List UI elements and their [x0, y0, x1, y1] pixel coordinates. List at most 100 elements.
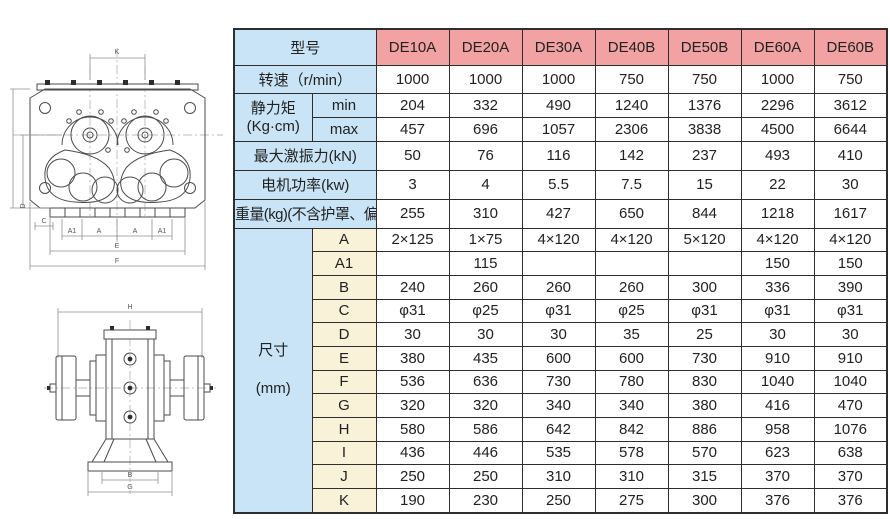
dim-cell [375, 251, 450, 276]
torque-max-cell: 696 [448, 117, 523, 142]
dim-cell: 910 [740, 345, 815, 371]
dim-cell: 336 [740, 274, 815, 300]
header-row: 型号 DE10A DE20A DE30A DE40B DE50B DE60A D… [233, 28, 888, 66]
dim-cell: 275 [594, 487, 669, 514]
dim-label-a-right: A [133, 228, 138, 235]
dim-cell: 830 [667, 369, 742, 395]
dims-group-line1: 尺寸 [258, 341, 289, 359]
dim-cell: 470 [813, 393, 888, 418]
dim-cell: 380 [667, 393, 742, 418]
weight-cell: 1218 [740, 198, 815, 229]
force-row: 最大激振力(kN) 50 76 116 142 237 493 410 [233, 140, 888, 171]
dim-cell: 190 [375, 487, 450, 514]
dim-label-h: H [127, 304, 132, 311]
dim-row-h: H 580 586 642 842 886 958 1076 [234, 416, 888, 442]
dim-cell: 250 [448, 464, 523, 489]
dim-cell: 578 [594, 440, 669, 466]
dim-cell: 536 [375, 369, 450, 395]
dim-label-a-left: A [97, 228, 102, 235]
dim-cell: 250 [521, 487, 596, 514]
dim-cell: 842 [594, 416, 669, 442]
dim-cell: 436 [375, 440, 450, 466]
dim-row-c: C φ31 φ25 φ31 φ25 φ31 φ31 φ31 [234, 298, 888, 324]
model-col-de40b: DE40B [594, 28, 669, 66]
model-col-de60a: DE60A [740, 28, 815, 66]
dim-cell: 4×120 [740, 227, 815, 253]
weight-cell: 255 [375, 198, 450, 229]
dim-letter: D [311, 322, 377, 347]
dim-cell: 340 [594, 393, 669, 418]
dim-cell: 310 [521, 464, 596, 489]
dim-cell: 150 [740, 251, 815, 276]
dim-row-d: D 30 30 30 35 25 30 30 [234, 322, 888, 347]
dim-cell: 580 [375, 416, 450, 442]
dim-label-b: B [128, 472, 133, 479]
dim-cell: 300 [667, 487, 742, 514]
weight-cell: 310 [448, 198, 523, 229]
dim-letter: C [311, 298, 377, 324]
torque-max-cell: 1057 [521, 117, 596, 142]
dims-group-label: 尺寸 (mm) [233, 227, 313, 514]
model-col-de20a: DE20A [448, 28, 523, 66]
power-cell: 5.5 [521, 169, 596, 200]
dim-cell: 30 [448, 322, 523, 347]
dim-cell: 376 [813, 487, 888, 514]
weight-cell: 844 [667, 198, 742, 229]
dim-cell: 240 [375, 274, 450, 300]
dim-cell: 310 [594, 464, 669, 489]
dim-cell: 230 [448, 487, 523, 514]
force-label: 最大激振力(kN) [233, 140, 377, 171]
weight-cell: 1617 [813, 198, 888, 229]
force-cell: 410 [813, 140, 888, 171]
dim-label-d: D [20, 203, 27, 208]
model-col-de10a: DE10A [375, 28, 450, 66]
dim-cell: 638 [813, 440, 888, 466]
torque-min-cell: 490 [521, 93, 596, 119]
torque-max-cell: 4500 [740, 117, 815, 142]
spec-table: 型号 DE10A DE20A DE30A DE40B DE50B DE60A D… [233, 28, 889, 514]
torque-min-cell: 1376 [667, 93, 742, 119]
dim-letter: H [311, 416, 377, 442]
dim-cell: 30 [740, 322, 815, 347]
torque-label-line2: (Kg·cm) [246, 117, 300, 135]
dim-cell: 535 [521, 440, 596, 466]
speed-cell: 750 [813, 64, 888, 95]
dim-cell: φ31 [521, 298, 596, 324]
model-col-de60b: DE60B [813, 28, 888, 66]
force-cell: 142 [594, 140, 669, 171]
dim-cell: 250 [375, 464, 450, 489]
dim-cell: 5×120 [667, 227, 742, 253]
model-col-de30a: DE30A [521, 28, 596, 66]
model-col-de50b: DE50B [667, 28, 742, 66]
weight-cell: 427 [521, 198, 596, 229]
dim-cell: 300 [667, 274, 742, 300]
dim-cell: 2×125 [375, 227, 450, 253]
force-cell: 493 [740, 140, 815, 171]
dim-label-c: C [41, 218, 46, 225]
dim-cell: 376 [740, 487, 815, 514]
weight-cell: 650 [594, 198, 669, 229]
dim-label-e: E [115, 243, 120, 250]
dim-cell: 435 [448, 345, 523, 371]
dim-row-e: E 380 435 600 600 730 910 910 [234, 345, 888, 371]
dim-letter: E [311, 345, 377, 371]
dim-cell: 1×75 [448, 227, 523, 253]
torque-label-line1: 静力矩 [250, 100, 296, 118]
weight-label: 重量(kg)(不含护罩、偏心块) [233, 198, 377, 229]
dim-label-g: G [127, 484, 132, 491]
power-cell: 30 [813, 169, 888, 200]
top-view-drawing: K C D [10, 48, 223, 270]
force-cell: 50 [375, 140, 450, 171]
dim-cell: 570 [667, 440, 742, 466]
dim-cell: 380 [375, 345, 450, 371]
dim-cell: 260 [448, 274, 523, 300]
speed-cell: 1000 [740, 64, 815, 95]
dim-label-a1-right: A1 [158, 228, 167, 235]
dim-cell: 30 [375, 322, 450, 347]
dim-letter: F [311, 369, 377, 395]
torque-min-row: 静力矩 (Kg·cm) min 204 332 490 1240 1376 22… [233, 93, 888, 142]
dim-cell: 4×120 [813, 227, 888, 253]
dim-cell: 4×120 [521, 227, 596, 253]
dim-cell: 115 [448, 251, 523, 276]
power-cell: 15 [667, 169, 742, 200]
